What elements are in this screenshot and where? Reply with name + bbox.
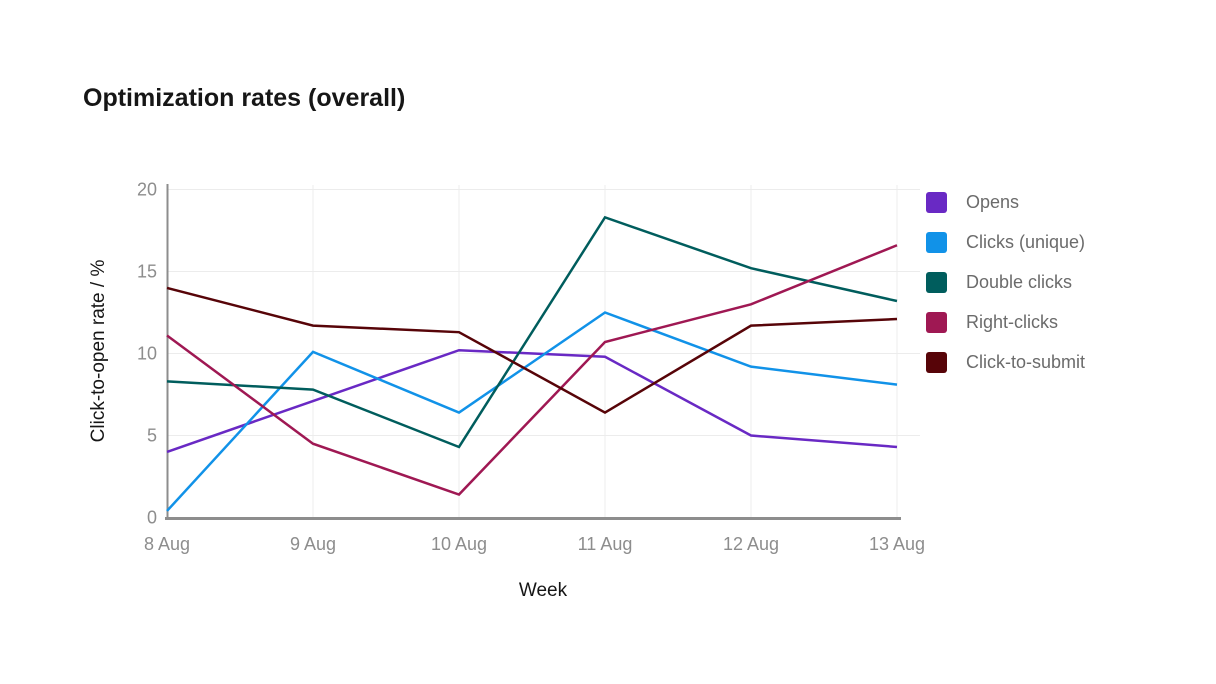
- legend-item-right-clicks[interactable]: Right-clicks: [926, 312, 1085, 333]
- y-axis-title: Click-to-open rate / %: [88, 260, 109, 443]
- y-tick-label: 15: [137, 262, 157, 282]
- x-tick-label: 13 Aug: [869, 534, 925, 554]
- legend-item-click-to-submit[interactable]: Click-to-submit: [926, 352, 1085, 373]
- legend-swatch-clicks-unique: [926, 232, 947, 253]
- gridlines: [167, 185, 920, 517]
- x-tick-label: 11 Aug: [578, 534, 633, 554]
- legend-label: Double clicks: [966, 272, 1073, 292]
- x-tick-labels: 8 Aug 9 Aug 10 Aug 11 Aug 12 Aug 13 Aug: [144, 534, 925, 554]
- series-line-double-clicks[interactable]: [166, 215, 898, 449]
- x-tick-label: 9 Aug: [290, 534, 336, 554]
- x-tick-label: 8 Aug: [144, 534, 190, 554]
- y-tick-label: 10: [137, 344, 157, 364]
- legend-label: Right-clicks: [966, 312, 1059, 332]
- legend-swatch-double-clicks: [926, 272, 947, 293]
- y-tick-label: 20: [137, 180, 157, 200]
- x-tick-label: 12 Aug: [723, 534, 779, 554]
- legend: Opens Clicks (unique) Double clicks Right-c…: [926, 192, 1085, 373]
- legend-swatch-opens: [926, 192, 947, 213]
- y-tick-labels: 0 5 10 15 20: [137, 180, 157, 528]
- series-line-right-clicks[interactable]: [166, 244, 898, 496]
- series-line-opens[interactable]: [166, 348, 898, 454]
- chart-title: Optimization rates (overall): [83, 84, 406, 112]
- legend-item-clicks-unique[interactable]: Clicks (unique): [926, 232, 1085, 253]
- legend-swatch-right-clicks: [926, 312, 947, 333]
- legend-label: Clicks (unique): [966, 232, 1086, 252]
- legend-swatch-click-to-submit: [926, 352, 947, 373]
- legend-label: Click-to-submit: [966, 352, 1086, 372]
- x-axis-title: Week: [519, 580, 568, 601]
- legend-item-opens[interactable]: Opens: [926, 192, 1085, 213]
- series-line-click-to-submit[interactable]: [166, 286, 898, 414]
- series-line-clicks-unique[interactable]: [166, 311, 898, 512]
- legend-label: Opens: [966, 192, 1020, 212]
- x-tick-label: 10 Aug: [431, 534, 487, 554]
- legend-item-double-clicks[interactable]: Double clicks: [926, 272, 1085, 293]
- y-tick-label: 5: [147, 426, 157, 446]
- y-tick-label: 0: [147, 508, 157, 528]
- series-lines[interactable]: [166, 215, 898, 512]
- axes: [165, 184, 901, 520]
